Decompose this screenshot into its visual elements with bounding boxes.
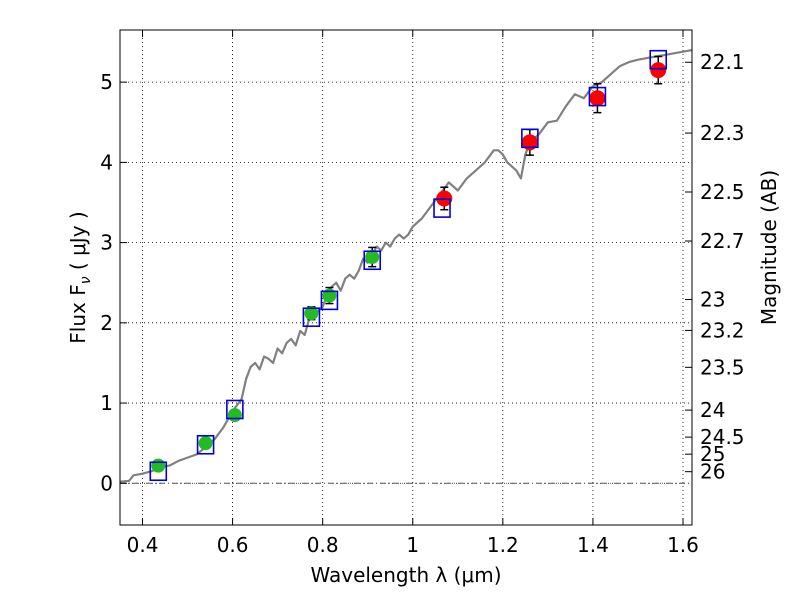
model-spectrum xyxy=(119,49,693,483)
y-axis-ticks: 0 1 2 3 4 5 xyxy=(100,70,127,495)
green-data-point xyxy=(365,250,380,265)
model-band-box xyxy=(521,128,539,149)
magnitude-tick-label: 22.7 xyxy=(700,229,745,253)
red-data-point xyxy=(589,90,606,107)
model-band-box xyxy=(649,49,668,70)
model-band-boxes xyxy=(149,49,668,482)
red-data-point xyxy=(521,134,538,151)
y-axis-label: Flux Fν ( μJy ) xyxy=(66,211,94,343)
x-tick-label: 0.8 xyxy=(307,533,339,557)
x-axis-label: Wavelength λ (μm) xyxy=(310,563,501,587)
magnitude-tick-label: 22.3 xyxy=(700,121,745,145)
magnitude-tick-label: 23.5 xyxy=(700,355,745,379)
x-tick-label: 1.2 xyxy=(487,533,519,557)
x-axis-ticks: 0.4 0.6 0.8 1 1.2 1.4 1.6 xyxy=(127,30,699,557)
magnitude-tick-label: 24 xyxy=(700,398,725,422)
y-tick-label: 0 xyxy=(100,471,113,495)
model-band-box xyxy=(588,86,607,107)
green-data-point xyxy=(227,408,242,423)
y-tick-label: 5 xyxy=(100,70,113,94)
y-tick-label: 4 xyxy=(100,150,113,174)
model-band-box xyxy=(196,434,215,455)
model-spectrum-line xyxy=(119,49,693,483)
y-tick-label: 3 xyxy=(100,231,113,255)
red-data-point xyxy=(650,62,667,79)
model-band-box xyxy=(302,307,321,328)
green-data-point xyxy=(151,458,166,473)
data-points xyxy=(151,62,667,473)
model-band-box xyxy=(320,290,339,311)
magnitude-tick-label: 26 xyxy=(700,460,725,484)
model-band-box xyxy=(226,399,244,420)
magnitude-axis-label: Magnitude (AB) xyxy=(757,170,781,325)
model-band-box xyxy=(363,250,382,271)
model-band-box xyxy=(433,198,451,218)
y-tick-label: 1 xyxy=(100,391,113,415)
y-tick-label: 2 xyxy=(100,311,113,335)
magnitude-tick-label: 23 xyxy=(700,287,725,311)
magnitude-tick-label: 22.1 xyxy=(700,50,745,74)
x-tick-label: 0.6 xyxy=(217,533,249,557)
error-bars xyxy=(154,55,663,472)
magnitude-tick-label: 25 xyxy=(700,442,725,466)
grid-lines xyxy=(120,30,692,525)
magnitude-tick-label: 24.5 xyxy=(700,425,745,449)
x-tick-label: 0.4 xyxy=(127,533,159,557)
x-tick-label: 1.6 xyxy=(667,533,699,557)
green-data-point xyxy=(198,436,213,451)
model-band-box xyxy=(149,461,168,482)
x-tick-label: 1 xyxy=(406,533,419,557)
magnitude-tick-label: 22.5 xyxy=(700,180,745,204)
x-tick-label: 1.4 xyxy=(577,533,609,557)
plot-frame xyxy=(119,29,693,526)
green-data-point xyxy=(304,306,319,321)
magnitude-tick-label: 23.2 xyxy=(700,318,745,342)
